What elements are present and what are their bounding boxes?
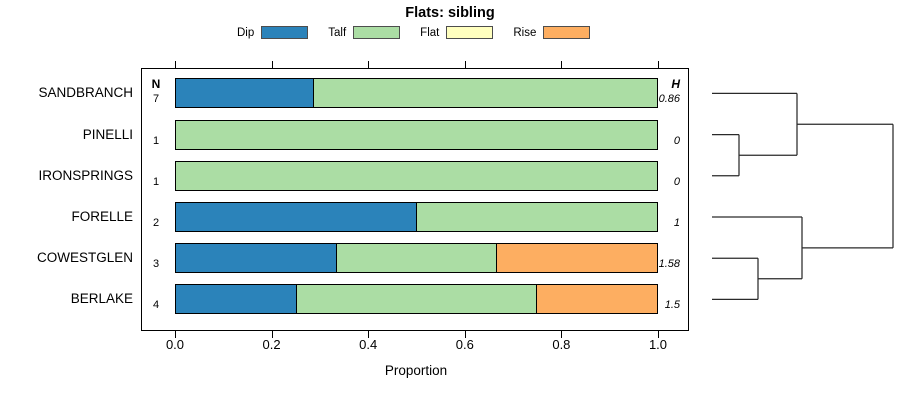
stacked-bar xyxy=(175,284,658,315)
bar-segment-dip xyxy=(176,244,336,273)
axis-tick-label: 0.2 xyxy=(262,337,281,352)
legend-label: Rise xyxy=(513,26,537,39)
axis-tick-top xyxy=(368,61,370,68)
axis-tick-label: 1.0 xyxy=(648,337,668,352)
stacked-bar xyxy=(175,202,658,232)
plot-area xyxy=(141,68,689,331)
axis-tick-top xyxy=(464,61,466,68)
n-value: 2 xyxy=(152,217,160,229)
axis-tick-top xyxy=(175,61,176,68)
legend-item: Rise xyxy=(513,26,591,39)
legend-label: Dip xyxy=(237,26,255,39)
stacked-bar xyxy=(175,119,658,150)
axis-tick-top xyxy=(658,61,659,68)
bar-segment-dip xyxy=(176,79,314,108)
h-value: 0 xyxy=(673,175,680,188)
legend-item: Dip xyxy=(237,26,309,39)
chart-title: Flats: sibling xyxy=(405,5,495,21)
bar-segment-rise xyxy=(496,244,658,273)
axis-tick-bottom xyxy=(368,331,370,338)
row-label: COWESTGLEN xyxy=(36,250,133,266)
n-value: 1 xyxy=(152,134,160,147)
row-label: IRONSPRINGS xyxy=(38,167,133,183)
axis-tick-bottom xyxy=(271,331,273,338)
axis-tick-bottom xyxy=(175,331,176,338)
axis-tick-bottom xyxy=(658,331,659,338)
bar-segment-rise xyxy=(536,285,657,314)
row-label: BERLAKE xyxy=(70,291,133,307)
axis-tick-label: 0.0 xyxy=(165,337,185,352)
legend-swatch-icon xyxy=(543,26,591,39)
n-value: 7 xyxy=(152,93,160,106)
n-value: 1 xyxy=(152,175,160,188)
legend-item: Flat xyxy=(420,26,494,39)
legend-item: Talf xyxy=(328,26,401,39)
bar-segment-talf xyxy=(313,79,657,108)
h-value: 1.58 xyxy=(658,258,680,271)
legend-swatch-icon xyxy=(353,26,401,39)
axis-tick-label: 0.4 xyxy=(359,337,378,352)
n-value: 3 xyxy=(152,258,160,271)
row-label: PINELLI xyxy=(82,126,133,142)
legend-label: Flat xyxy=(420,26,440,39)
h-value: 1.5 xyxy=(664,299,680,312)
bar-segment-talf xyxy=(416,203,657,231)
stacked-bar xyxy=(175,160,658,191)
n-value: 4 xyxy=(152,299,160,312)
h-value: 0 xyxy=(673,134,680,147)
x-axis-title: Proportion xyxy=(384,363,448,378)
bar-segment-talf xyxy=(335,244,497,273)
legend: Dip Talf Flat Rise xyxy=(237,25,591,40)
legend-swatch-icon xyxy=(261,26,309,39)
h-value: 1 xyxy=(673,217,680,229)
bar-segment-talf xyxy=(295,285,537,314)
h-column-header: H xyxy=(671,77,680,91)
axis-tick-top xyxy=(561,61,563,68)
axis-tick-bottom xyxy=(561,331,563,338)
bar-segment-talf xyxy=(176,120,657,149)
n-column-header: N xyxy=(151,77,161,91)
axis-tick-bottom xyxy=(464,331,466,338)
axis-tick-label: 0.8 xyxy=(552,337,571,352)
row-label: SANDBRANCH xyxy=(38,85,133,101)
row-label: FORELLE xyxy=(71,209,133,224)
legend-swatch-icon xyxy=(446,26,494,39)
bar-segment-talf xyxy=(176,161,657,190)
axis-tick-label: 0.6 xyxy=(455,337,474,352)
h-value: 0.86 xyxy=(658,93,680,106)
bar-segment-dip xyxy=(176,203,416,231)
bar-segment-dip xyxy=(176,285,296,314)
stacked-bar xyxy=(175,243,658,274)
axis-tick-top xyxy=(271,61,273,68)
legend-label: Talf xyxy=(328,26,347,39)
stacked-bar xyxy=(175,78,658,109)
